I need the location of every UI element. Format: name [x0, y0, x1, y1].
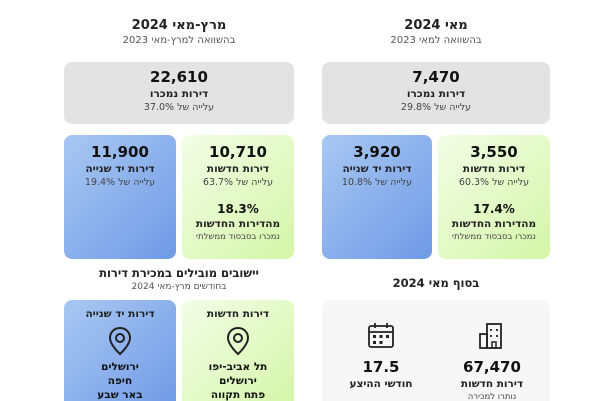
months-label: חודשי ההיצע [349, 378, 413, 390]
left-column-title: מרץ-מאי 2024 [131, 18, 227, 33]
left-subsidy-label: מהדירות החדשות [195, 218, 281, 230]
left-column-header: מרץ-מאי 2024 בהשוואה למרץ-מאי 2023 [64, 18, 294, 46]
location-pin-icon [182, 326, 294, 356]
leading-cities-header: יישובים מובילים במכירת דירות בחודשים מרץ… [64, 266, 294, 292]
right-new-homes-value: 3,550 [470, 143, 518, 161]
inventory-value: 67,470 [463, 358, 521, 376]
left-total-change: עלייה של 37.0% [143, 102, 215, 113]
left-column-subtitle: בהשוואה למרץ-מאי 2023 [122, 35, 236, 46]
right-total-value: 7,470 [412, 68, 460, 86]
inventory-label: דירות חדשות [460, 378, 524, 390]
left-second-hand-label: דירות יד שנייה [85, 163, 155, 175]
left-new-homes-value: 10,710 [209, 143, 267, 161]
right-second-hand-change: עלייה של 10.8% [341, 177, 413, 188]
city-second-hand-1: ירושלים [101, 361, 139, 373]
right-total-change: עלייה של 29.8% [400, 102, 472, 113]
left-subsidy-pct: 18.3% [217, 202, 259, 216]
right-new-homes-card: 3,550 דירות חדשות עלייה של 60.3% 17.4% מ… [438, 135, 550, 259]
left-new-homes-change: עלייה של 63.7% [202, 177, 274, 188]
end-of-may-title: בסוף מאי 2024 [392, 276, 480, 290]
cities-second-hand-card: דירות יד שנייה ירושלים חיפה באר שבע [64, 300, 176, 401]
left-subsidy-note: נמכרו בסבסוד ממשלתי [196, 232, 280, 242]
right-subsidy-label: מהדירות החדשות [451, 218, 537, 230]
right-column-header: מאי 2024 בהשוואה למאי 2023 [322, 18, 550, 46]
right-subsidy-note: נמכרו בסבסוד ממשלתי [452, 232, 536, 242]
right-second-hand-label: דירות יד שנייה [342, 163, 412, 175]
left-total-value: 22,610 [150, 68, 208, 86]
building-icon [442, 320, 542, 350]
cities-new-homes-card: דירות חדשות תל אביב-יפו ירושלים פתח תקוו… [182, 300, 294, 401]
location-pin-icon [64, 326, 176, 356]
right-second-hand-card: 3,920 דירות יד שנייה עלייה של 10.8% [322, 135, 432, 259]
months-value: 17.5 [362, 358, 400, 376]
months-block: 17.5 חודשי ההיצע [336, 314, 426, 390]
calendar-icon [336, 320, 426, 350]
left-total-label: דירות נמכרו [149, 88, 209, 100]
right-column-title: מאי 2024 [404, 18, 468, 33]
city-second-hand-2: חיפה [107, 375, 133, 387]
left-new-homes-card: 10,710 דירות חדשות עלייה של 63.7% 18.3% … [182, 135, 294, 259]
leading-cities-title: יישובים מובילים במכירת דירות [99, 266, 259, 280]
city-new-homes-1: תל אביב-יפו [208, 361, 268, 373]
right-second-hand-value: 3,920 [353, 143, 401, 161]
leading-cities-subtitle: בחודשים מרץ-מאי 2024 [131, 282, 227, 292]
end-of-may-card: 67,470 דירות חדשות נותרו למכירה 17.5 חוד… [322, 300, 550, 401]
cities-second-hand-label: דירות יד שנייה [85, 308, 155, 320]
left-total-card: 22,610 דירות נמכרו עלייה של 37.0% [64, 62, 294, 124]
city-second-hand-3: באר שבע [97, 389, 143, 401]
inventory-sub: נותרו למכירה [467, 392, 517, 401]
right-new-homes-label: דירות חדשות [462, 163, 526, 175]
right-new-homes-change: עלייה של 60.3% [458, 177, 530, 188]
inventory-block: 67,470 דירות חדשות נותרו למכירה [442, 314, 542, 401]
cities-new-homes-label: דירות חדשות [206, 308, 270, 320]
end-of-may-header: בסוף מאי 2024 [322, 276, 550, 290]
right-total-label: דירות נמכרו [406, 88, 466, 100]
city-new-homes-2: ירושלים [219, 375, 257, 387]
left-second-hand-card: 11,900 דירות יד שנייה עלייה של 19.4% [64, 135, 176, 259]
left-second-hand-change: עלייה של 19.4% [84, 177, 156, 188]
city-new-homes-3: פתח תקווה [210, 389, 266, 401]
right-subsidy-pct: 17.4% [473, 202, 515, 216]
left-second-hand-value: 11,900 [91, 143, 149, 161]
left-new-homes-label: דירות חדשות [206, 163, 270, 175]
right-total-card: 7,470 דירות נמכרו עלייה של 29.8% [322, 62, 550, 124]
right-column-subtitle: בהשוואה למאי 2023 [390, 35, 482, 46]
